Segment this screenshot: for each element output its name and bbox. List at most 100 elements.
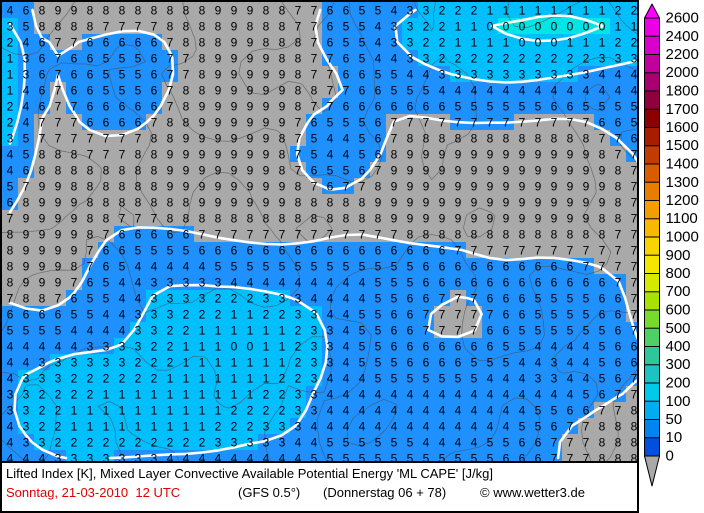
svg-text:8: 8	[311, 211, 318, 225]
svg-text:8: 8	[71, 147, 78, 161]
svg-text:9: 9	[55, 179, 62, 193]
svg-text:4: 4	[7, 451, 14, 463]
svg-text:8: 8	[167, 3, 174, 17]
svg-text:6: 6	[439, 99, 446, 113]
svg-text:4: 4	[167, 259, 174, 273]
svg-text:4: 4	[343, 339, 350, 353]
svg-text:4: 4	[439, 83, 446, 97]
svg-text:2: 2	[135, 371, 142, 385]
svg-text:6: 6	[503, 307, 510, 321]
svg-text:5: 5	[487, 451, 494, 463]
svg-text:1: 1	[183, 355, 190, 369]
svg-text:8: 8	[407, 131, 414, 145]
svg-text:9: 9	[247, 131, 254, 145]
svg-text:7: 7	[247, 227, 254, 241]
svg-text:0: 0	[487, 19, 494, 33]
svg-text:5: 5	[279, 259, 286, 273]
svg-text:8: 8	[23, 291, 30, 305]
svg-text:7: 7	[359, 179, 366, 193]
svg-text:8: 8	[295, 195, 302, 209]
svg-text:6: 6	[119, 99, 126, 113]
svg-text:8: 8	[279, 163, 286, 177]
svg-text:4: 4	[471, 419, 478, 433]
svg-text:7: 7	[471, 115, 478, 129]
svg-text:9: 9	[535, 163, 542, 177]
svg-text:2: 2	[87, 387, 94, 401]
svg-text:7: 7	[311, 227, 318, 241]
svg-text:3: 3	[519, 67, 526, 81]
svg-text:3: 3	[311, 355, 318, 369]
svg-text:2: 2	[455, 3, 462, 17]
svg-text:9: 9	[487, 195, 494, 209]
svg-text:4: 4	[631, 67, 638, 81]
svg-text:4: 4	[23, 35, 30, 49]
svg-text:8: 8	[183, 3, 190, 17]
svg-text:9: 9	[423, 147, 430, 161]
svg-text:6: 6	[103, 35, 110, 49]
svg-text:5: 5	[359, 131, 366, 145]
svg-text:7: 7	[311, 19, 318, 33]
svg-text:4: 4	[167, 451, 174, 463]
svg-text:9: 9	[439, 179, 446, 193]
svg-text:8: 8	[39, 19, 46, 33]
svg-text:7: 7	[55, 51, 62, 65]
svg-text:0: 0	[519, 19, 526, 33]
svg-text:1: 1	[231, 355, 238, 369]
svg-text:3: 3	[103, 451, 110, 463]
svg-text:8: 8	[295, 51, 302, 65]
svg-text:1: 1	[215, 371, 222, 385]
svg-text:1: 1	[263, 371, 270, 385]
svg-text:5: 5	[519, 99, 526, 113]
svg-text:4: 4	[343, 403, 350, 417]
svg-text:8: 8	[167, 195, 174, 209]
svg-text:9: 9	[503, 179, 510, 193]
svg-text:800: 800	[666, 265, 691, 282]
svg-text:4: 4	[7, 355, 14, 369]
svg-text:6: 6	[407, 339, 414, 353]
svg-text:6: 6	[391, 243, 398, 257]
svg-text:5: 5	[231, 259, 238, 273]
svg-text:4: 4	[23, 339, 30, 353]
svg-text:3: 3	[295, 387, 302, 401]
svg-text:7: 7	[631, 307, 638, 321]
svg-text:7: 7	[359, 227, 366, 241]
svg-text:4: 4	[503, 387, 510, 401]
svg-text:4: 4	[535, 83, 542, 97]
svg-text:6: 6	[391, 339, 398, 353]
svg-text:5: 5	[103, 67, 110, 81]
svg-text:3: 3	[599, 51, 606, 65]
svg-text:4: 4	[391, 3, 398, 17]
svg-text:8: 8	[615, 451, 622, 463]
svg-text:6: 6	[135, 115, 142, 129]
svg-text:7: 7	[343, 83, 350, 97]
svg-text:9: 9	[231, 99, 238, 113]
svg-text:4: 4	[311, 275, 318, 289]
svg-text:5: 5	[7, 179, 14, 193]
svg-text:4: 4	[455, 435, 462, 449]
svg-text:3: 3	[23, 387, 30, 401]
svg-text:3: 3	[455, 67, 462, 81]
svg-text:1: 1	[151, 403, 158, 417]
svg-text:4: 4	[39, 451, 46, 463]
svg-text:7: 7	[103, 147, 110, 161]
svg-text:8: 8	[199, 67, 206, 81]
svg-text:9: 9	[23, 227, 30, 241]
svg-text:7: 7	[551, 243, 558, 257]
svg-text:6: 6	[199, 243, 206, 257]
svg-text:8: 8	[199, 35, 206, 49]
svg-text:5: 5	[375, 67, 382, 81]
svg-text:1: 1	[119, 419, 126, 433]
svg-text:4: 4	[391, 419, 398, 433]
svg-text:7: 7	[55, 67, 62, 81]
svg-text:5: 5	[343, 163, 350, 177]
svg-text:5: 5	[551, 323, 558, 337]
svg-text:9: 9	[455, 195, 462, 209]
svg-text:8: 8	[295, 179, 302, 193]
svg-text:8: 8	[615, 163, 622, 177]
svg-text:7: 7	[615, 259, 622, 273]
svg-text:8: 8	[487, 131, 494, 145]
svg-text:7: 7	[119, 19, 126, 33]
svg-text:8: 8	[183, 115, 190, 129]
svg-text:4: 4	[263, 451, 270, 463]
svg-text:3: 3	[55, 451, 62, 463]
